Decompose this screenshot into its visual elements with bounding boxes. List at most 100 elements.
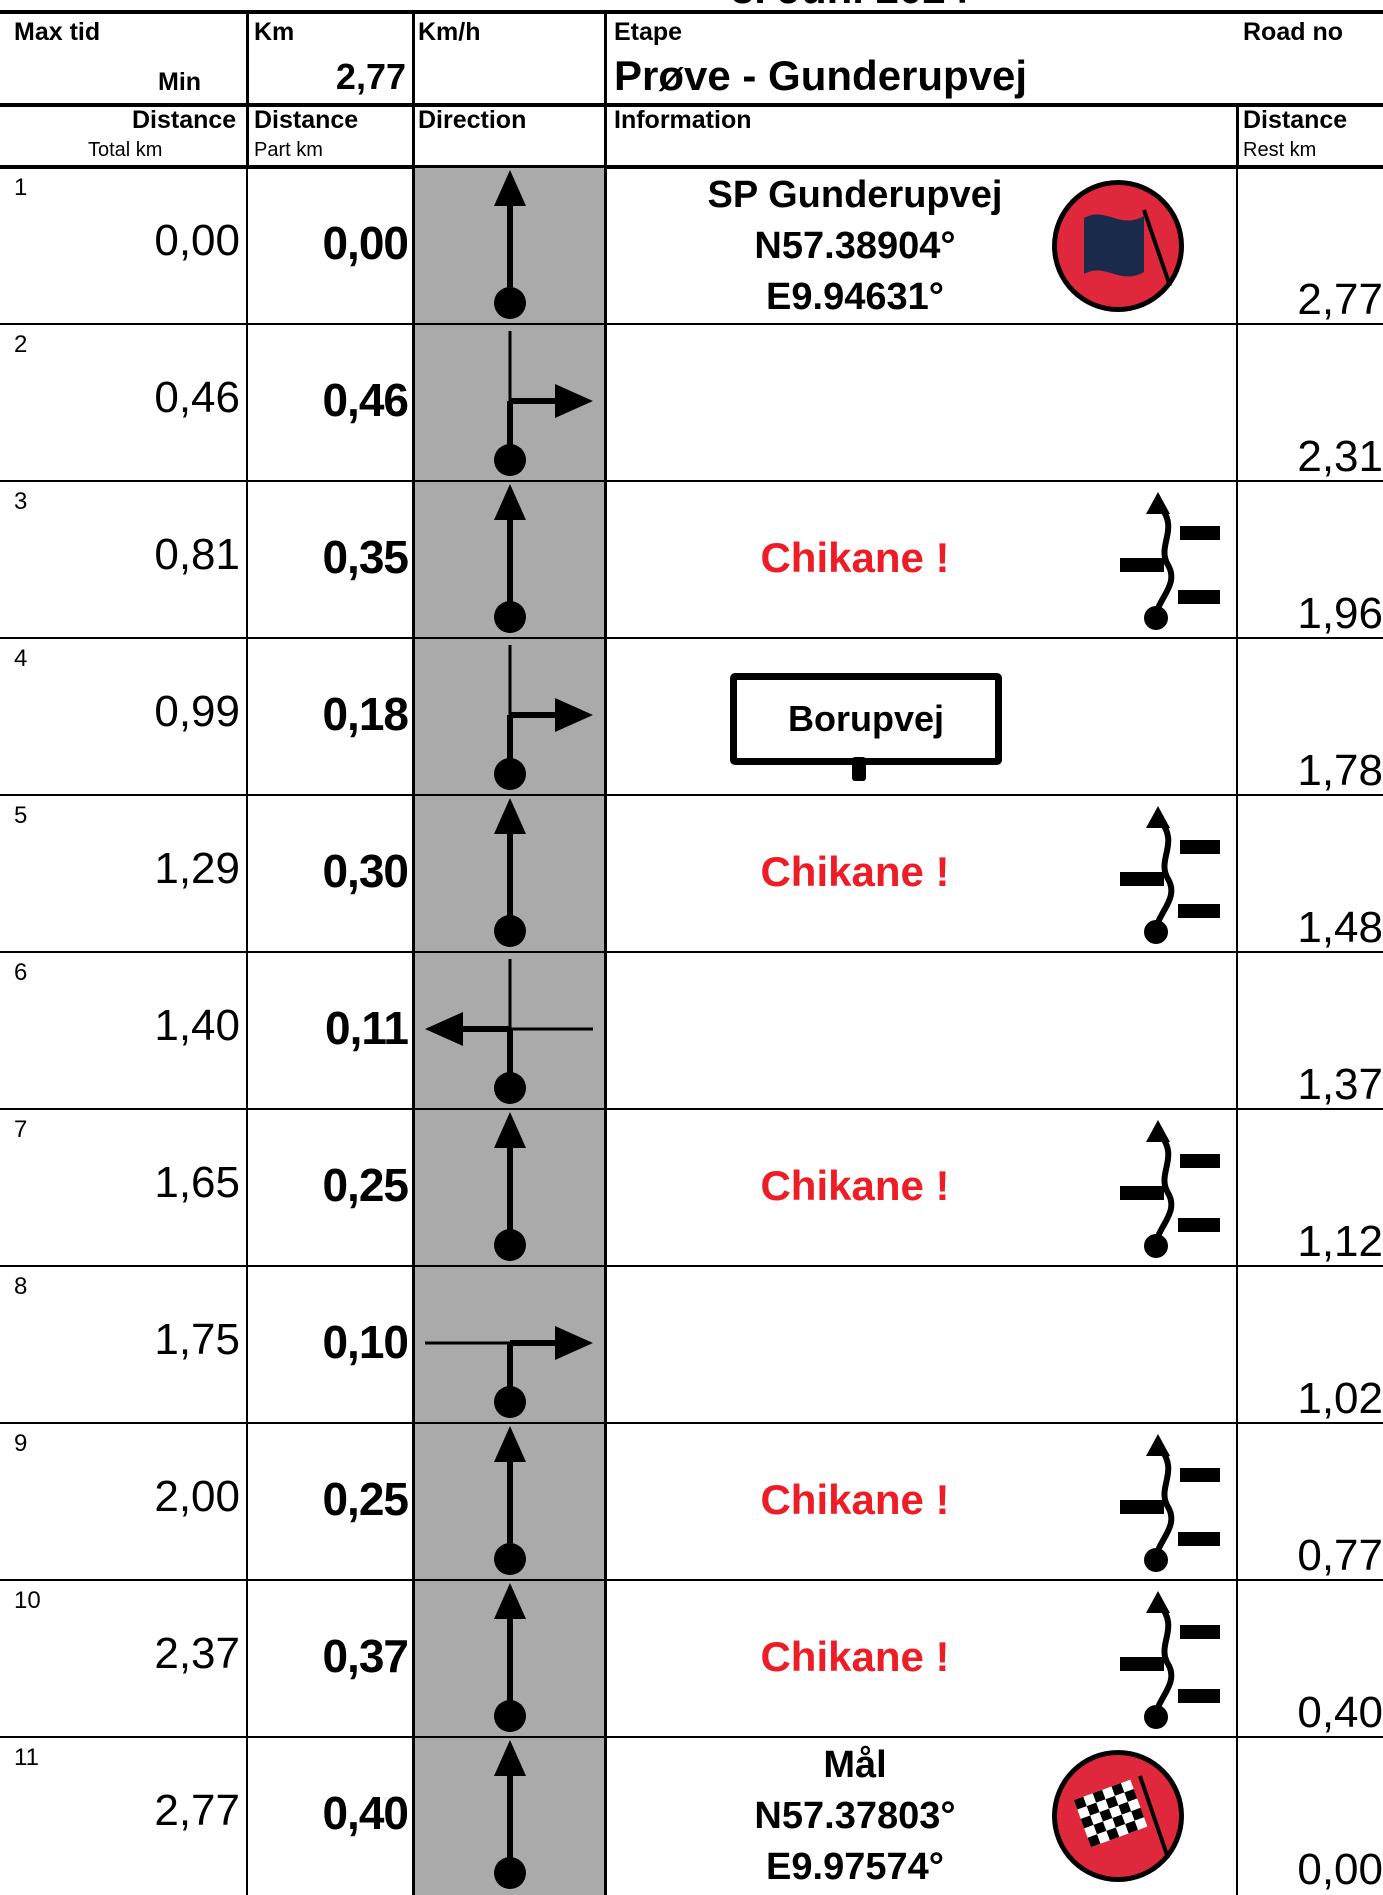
column-divider [604,796,607,953]
row-divider [0,1579,1383,1581]
finish-info-line: Mål [823,1744,887,1786]
row-number: 11 [14,1744,39,1771]
etape-value: Prøve - Gunderupvej [614,52,1028,99]
column-divider [412,796,415,953]
direction-cell [415,1424,605,1581]
distance-part: 0,11 [325,1002,409,1054]
row-divider [0,323,1383,325]
distance-total: 1,40 [154,1001,240,1050]
direction-cell [415,953,605,1110]
km-value: 2,77 [335,56,406,97]
roadbook-row: 11 2,77 0,40 Mål N57.37803° E9.97574° 0,00 [0,1738,1383,1895]
right-turn-arrow-icon [415,639,605,796]
straight-arrow-icon [415,1110,605,1267]
row-number: 7 [14,1116,28,1143]
column-divider [604,482,607,639]
header-divider-3 [604,10,607,167]
distance-rest: 1,78 [1297,746,1383,795]
distance-part: 0,10 [322,1316,409,1368]
row-number: 10 [14,1587,41,1614]
straight-arrow-icon [415,1581,605,1738]
roadbook-row: 4 0,99 0,18 Borupvej 1,78 [0,639,1383,796]
distance-part: 0,35 [322,531,409,583]
direction-cell [415,482,605,639]
chikane-text: Chikane ! [760,534,950,581]
distance-rest-sub: Rest km [1243,139,1317,161]
max-tid-label: Max tid [14,18,101,46]
distance-total: 1,65 [154,1158,240,1207]
straight-arrow-icon [415,168,605,325]
finish-info: Mål N57.37803° E9.97574° [610,1740,1100,1893]
header-divider-4 [1236,105,1239,167]
column-divider [604,168,607,325]
chicane-icon [1118,1589,1228,1729]
row-number: 3 [14,488,28,515]
column-divider [1236,796,1238,953]
direction-cell [415,1581,605,1738]
roadbook-row: 1 0,00 0,00 SP Gunderupvej N57.38904° E9.9463… [0,168,1383,325]
distance-part-label: Distance [254,106,359,134]
distance-part: 0,40 [322,1787,409,1839]
column-divider [1236,168,1238,325]
distance-part: 0,25 [322,1159,409,1211]
chicane-icon [1118,804,1228,944]
header-divider-1 [246,10,249,167]
column-divider [246,953,248,1110]
km-label: Km [254,18,295,46]
row-number: 6 [14,959,28,986]
roadbook-row: 8 1,75 0,10 1,02 [0,1267,1383,1424]
column-divider [246,1267,248,1424]
column-divider [246,639,248,796]
column-divider [246,168,248,325]
column-divider [604,953,607,1110]
distance-total: 1,75 [154,1315,240,1364]
direction-cell [415,796,605,953]
distance-rest: 1,48 [1297,903,1383,952]
column-divider [1236,1267,1238,1424]
header-top-rule [0,10,1383,14]
column-divider [246,796,248,953]
distance-rest: 1,02 [1297,1374,1383,1423]
road-sign-post [852,757,866,781]
direction-cell [415,1110,605,1267]
chicane-icon [1118,490,1228,630]
chicane-icon [1118,1118,1228,1258]
row-divider [0,480,1383,482]
straight-arrow-icon [415,796,605,953]
row-divider [0,1422,1383,1424]
distance-part: 0,37 [322,1630,409,1682]
column-divider [1236,482,1238,639]
roadbook-row: 2 0,46 0,46 2,31 [0,325,1383,482]
finish-info-line: E9.97574° [766,1846,944,1888]
column-divider [412,953,415,1110]
column-divider [246,482,248,639]
straight-arrow-icon [415,482,605,639]
finish-info-line: N57.37803° [754,1795,956,1837]
left-at-crossroad-arrow-icon [415,953,605,1110]
row-divider [0,1265,1383,1267]
column-divider [604,1581,607,1738]
straight-arrow-icon [415,1738,605,1895]
distance-part: 0,30 [322,845,409,897]
road-sign: Borupvej [730,673,1002,765]
distance-rest: 0,77 [1297,1531,1383,1580]
column-divider [246,1581,248,1738]
column-divider [1236,1581,1238,1738]
row-number: 5 [14,802,28,829]
column-divider [246,325,248,482]
column-divider [412,1267,415,1424]
right-turn-arrow-icon [415,325,605,482]
row-number: 8 [14,1273,28,1300]
row-number: 1 [14,174,28,201]
road-no-label: Road no [1243,18,1343,46]
start-info-line: E9.94631° [766,276,944,318]
distance-rest: 1,96 [1297,589,1383,638]
distance-total: 0,46 [154,373,240,422]
column-divider [412,168,415,325]
direction-label: Direction [418,106,527,134]
distance-rest: 2,77 [1297,275,1383,324]
chikane-text: Chikane ! [760,1633,950,1680]
column-divider [604,325,607,482]
chikane-text: Chikane ! [760,1162,950,1209]
distance-part: 0,46 [322,374,409,426]
